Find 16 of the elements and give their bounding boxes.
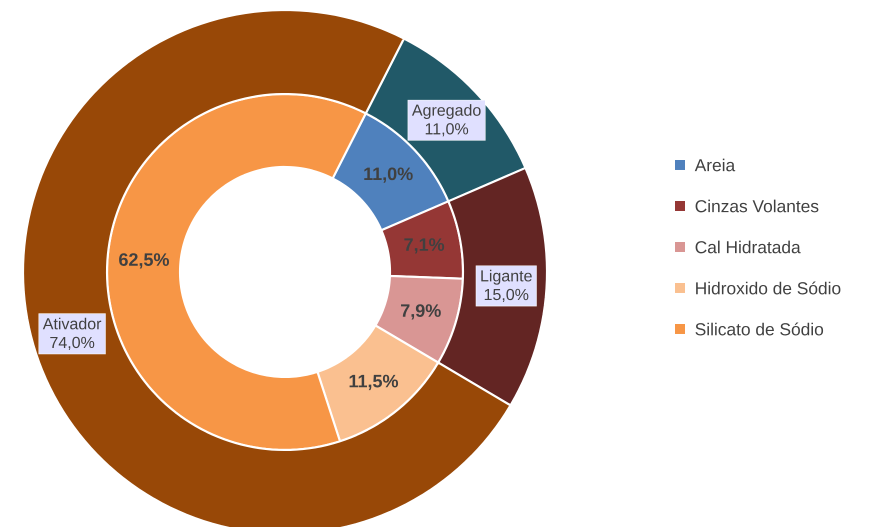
data-label: 11,0% <box>364 167 413 183</box>
data-label: 11,5% <box>350 374 398 390</box>
legend-label: Cinzas Volantes <box>696 200 818 212</box>
slice-label: Agregado <box>412 104 481 120</box>
legend-label: Silicato de Sódio <box>696 322 824 336</box>
legend-label: Areia <box>694 158 736 172</box>
slice-label: Ativador <box>42 318 102 330</box>
slice-label: Ligante <box>481 270 532 285</box>
legend-label: Cal Hidratada <box>696 240 801 254</box>
data-label: 11,0% <box>426 123 468 136</box>
data-label: 15,0% <box>484 288 528 302</box>
data-label: 74,0% <box>50 336 94 350</box>
data-label: 7,9% <box>401 304 441 320</box>
data-label: 62,5% <box>119 253 169 269</box>
legend-label: Hidroxido de Sódio <box>696 282 840 294</box>
data-label: 7,1% <box>404 238 444 254</box>
